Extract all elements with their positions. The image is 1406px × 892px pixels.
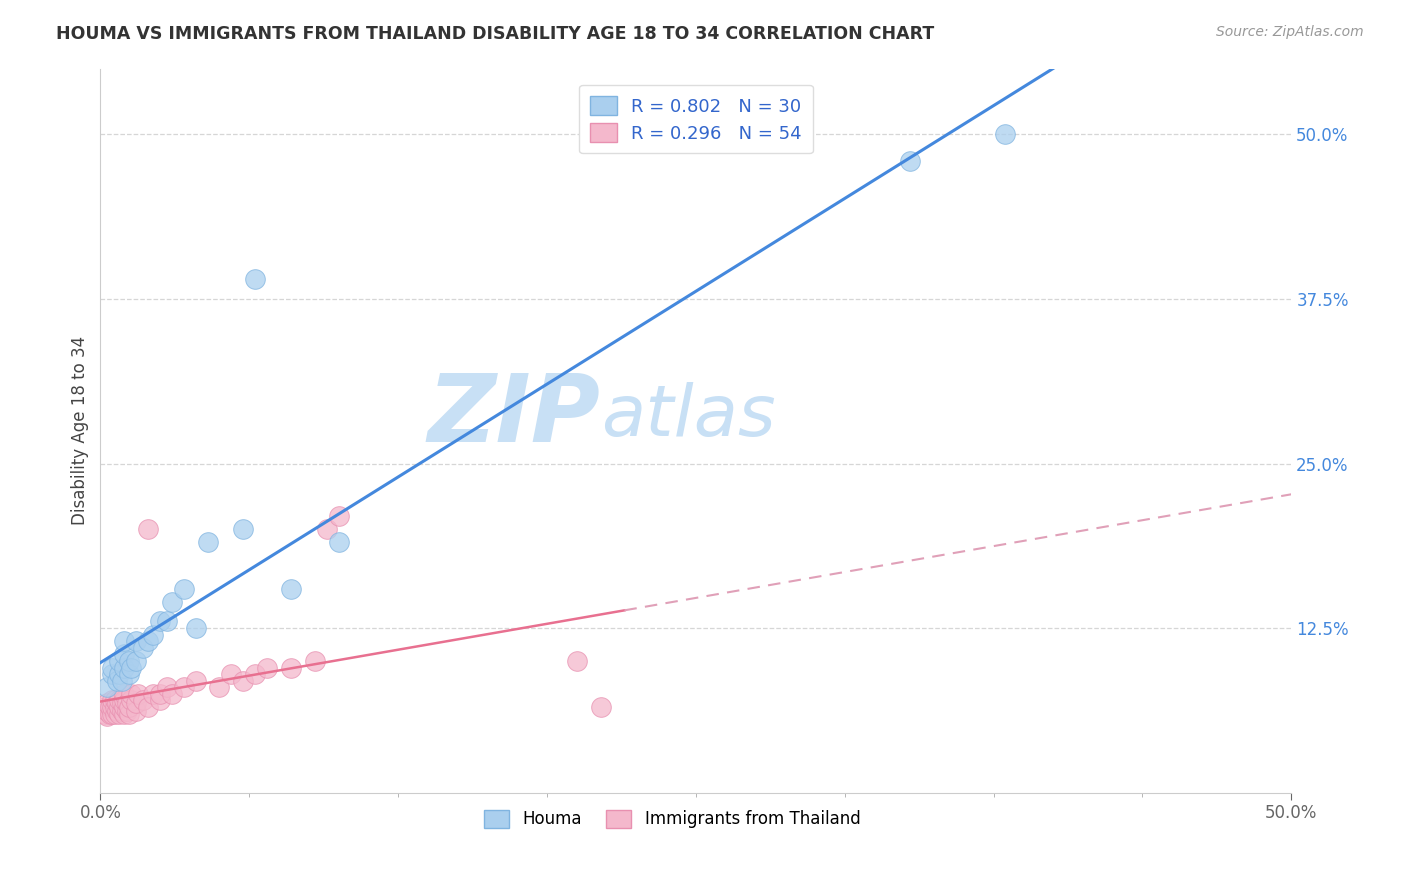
Point [304, 654, 326, 668]
Point [328, 535, 350, 549]
Point [280, 582, 302, 596]
Point [256, 660, 278, 674]
Point [111, 673, 134, 688]
Point [94, 706, 117, 721]
Text: atlas: atlas [600, 382, 775, 450]
Point [94, 700, 117, 714]
Point [149, 615, 172, 629]
Point [280, 660, 302, 674]
Point [98, 706, 121, 721]
Point [118, 654, 141, 668]
Point [184, 673, 207, 688]
Point [115, 696, 138, 710]
Point [101, 706, 124, 721]
Point [142, 628, 165, 642]
Point [101, 700, 124, 714]
Text: Source: ZipAtlas.com: Source: ZipAtlas.com [1216, 25, 1364, 39]
Point [118, 700, 141, 714]
Point [104, 700, 127, 714]
Legend: Houma, Immigrants from Thailand: Houma, Immigrants from Thailand [477, 803, 868, 835]
Point [184, 621, 207, 635]
Point [112, 660, 135, 674]
Point [105, 696, 128, 710]
Point [132, 640, 155, 655]
Point [118, 667, 141, 681]
Point [125, 654, 148, 668]
Point [232, 522, 254, 536]
Point [96, 681, 118, 695]
Point [221, 667, 243, 681]
Point [108, 706, 131, 721]
Point [120, 660, 142, 674]
Point [111, 696, 134, 710]
Point [125, 696, 148, 710]
Point [115, 704, 138, 718]
Point [243, 667, 266, 681]
Point [125, 704, 148, 718]
Point [232, 673, 254, 688]
Point [104, 693, 127, 707]
Point [101, 693, 124, 707]
Point [120, 687, 142, 701]
Point [112, 634, 135, 648]
Point [112, 687, 135, 701]
Point [173, 582, 195, 596]
Point [136, 634, 159, 648]
Point [160, 687, 183, 701]
Point [96, 704, 118, 718]
Point [105, 704, 128, 718]
Point [898, 153, 921, 168]
Point [160, 595, 183, 609]
Point [127, 687, 149, 701]
Point [112, 706, 135, 721]
Point [136, 700, 159, 714]
Point [101, 660, 124, 674]
Point [108, 654, 131, 668]
Point [96, 696, 118, 710]
Point [149, 687, 172, 701]
Point [101, 667, 124, 681]
Text: ZIP: ZIP [427, 370, 600, 462]
Point [173, 681, 195, 695]
Point [132, 693, 155, 707]
Point [98, 700, 121, 714]
Point [108, 693, 131, 707]
Point [125, 634, 148, 648]
Point [104, 706, 127, 721]
Point [96, 709, 118, 723]
Point [208, 681, 231, 695]
Point [156, 615, 179, 629]
Point [315, 522, 337, 536]
Point [142, 687, 165, 701]
Point [118, 706, 141, 721]
Point [328, 509, 350, 524]
Point [108, 667, 131, 681]
Text: HOUMA VS IMMIGRANTS FROM THAILAND DISABILITY AGE 18 TO 34 CORRELATION CHART: HOUMA VS IMMIGRANTS FROM THAILAND DISABI… [56, 25, 935, 43]
Point [112, 700, 135, 714]
Point [565, 654, 588, 668]
Point [589, 700, 612, 714]
Point [994, 128, 1017, 142]
Point [108, 700, 131, 714]
Point [197, 535, 219, 549]
Point [112, 693, 135, 707]
Point [111, 704, 134, 718]
Point [120, 693, 142, 707]
Point [112, 648, 135, 662]
Point [136, 522, 159, 536]
Point [156, 681, 179, 695]
Point [149, 693, 172, 707]
Point [243, 272, 266, 286]
Point [105, 673, 128, 688]
Y-axis label: Disability Age 18 to 34: Disability Age 18 to 34 [72, 336, 89, 525]
